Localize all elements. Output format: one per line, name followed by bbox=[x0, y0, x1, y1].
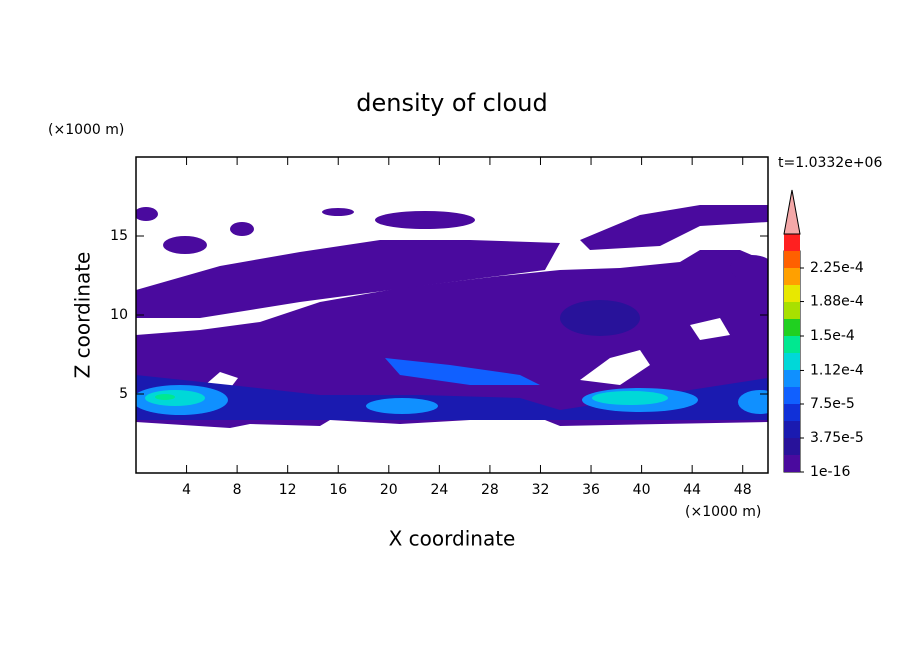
x-tick-label: 44 bbox=[683, 482, 701, 498]
x-tick-label: 28 bbox=[481, 482, 499, 498]
x-tick-label: 16 bbox=[329, 482, 347, 498]
contour-region bbox=[230, 222, 254, 236]
contour-region bbox=[375, 211, 475, 229]
contour-hole bbox=[205, 372, 238, 395]
contour-region bbox=[145, 390, 205, 406]
colorbar-band bbox=[784, 319, 800, 336]
colorbar-band bbox=[784, 455, 800, 472]
contour-region bbox=[136, 207, 158, 221]
x-tick-label: 36 bbox=[582, 482, 600, 498]
colorbar-tick-label: 1e-16 bbox=[810, 464, 850, 480]
contour-region bbox=[580, 205, 768, 250]
colorbar-tick-label: 1.88e-4 bbox=[810, 294, 864, 310]
colorbar-tick-label: 1.5e-4 bbox=[810, 328, 855, 344]
contour-hole bbox=[690, 318, 730, 340]
contour-region bbox=[730, 255, 768, 281]
colorbar-band bbox=[784, 353, 800, 370]
colorbar-band bbox=[784, 336, 800, 353]
x-tick-label: 4 bbox=[182, 482, 191, 498]
y-axis-label: Z coordinate bbox=[71, 252, 95, 379]
colorbar-band bbox=[784, 404, 800, 421]
colorbar-band bbox=[784, 421, 800, 438]
colorbar-tick-label: 2.25e-4 bbox=[810, 260, 864, 276]
colorbar-tick-label: 3.75e-5 bbox=[810, 430, 864, 446]
x-tick-label: 32 bbox=[532, 482, 550, 498]
contour-field bbox=[136, 205, 768, 428]
colorbar-band bbox=[784, 387, 800, 404]
contour-region bbox=[366, 398, 438, 414]
contour-region bbox=[322, 208, 354, 216]
y-tick-label: 10 bbox=[110, 307, 128, 323]
colorbar-tick-label: 7.5e-5 bbox=[810, 396, 855, 412]
x-tick-label: 12 bbox=[279, 482, 297, 498]
colorbar-band bbox=[784, 285, 800, 302]
colorbar-tick-label: 1.12e-4 bbox=[810, 362, 864, 378]
colorbar-band bbox=[784, 370, 800, 387]
contour-region bbox=[163, 236, 207, 254]
contour-region bbox=[155, 394, 175, 400]
chart-title: density of cloud bbox=[356, 89, 547, 117]
x-tick-label: 40 bbox=[633, 482, 651, 498]
contour-region bbox=[738, 390, 768, 414]
contour-hole bbox=[580, 350, 650, 385]
colorbar-band bbox=[784, 438, 800, 455]
time-annotation: t=1.0332e+06 bbox=[778, 155, 882, 171]
x-tick-label: 48 bbox=[734, 482, 752, 498]
contour-region bbox=[385, 358, 540, 385]
contour-region bbox=[136, 240, 560, 318]
y-tick-label: 15 bbox=[110, 228, 128, 244]
colorbar-over bbox=[783, 189, 801, 235]
contour-region bbox=[592, 391, 668, 405]
colorbar-band bbox=[784, 268, 800, 285]
x-unit: (×1000 m) bbox=[685, 504, 761, 520]
y-unit: (×1000 m) bbox=[48, 122, 124, 138]
x-tick-label: 24 bbox=[430, 482, 448, 498]
colorbar-band bbox=[784, 302, 800, 319]
colorbar-band bbox=[784, 234, 800, 251]
x-tick-label: 20 bbox=[380, 482, 398, 498]
x-axis-label: X coordinate bbox=[389, 527, 516, 551]
x-tick-label: 8 bbox=[233, 482, 242, 498]
y-tick-label: 5 bbox=[119, 386, 128, 402]
colorbar-band bbox=[784, 251, 800, 268]
contour-region bbox=[560, 300, 640, 336]
